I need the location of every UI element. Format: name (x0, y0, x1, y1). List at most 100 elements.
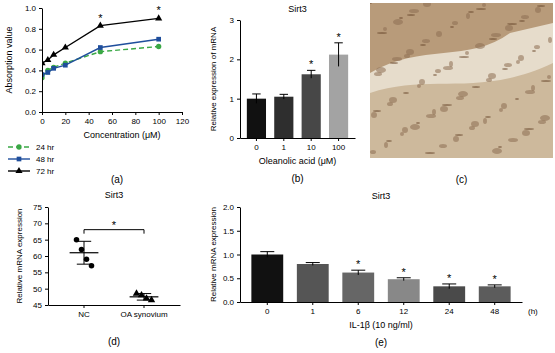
y-tick-label: 0.4 (25, 66, 37, 75)
tissue-cell (501, 103, 507, 109)
x-tick-label: 20 (61, 117, 70, 126)
y-tick-mark (39, 70, 42, 71)
plot-marks (251, 252, 510, 302)
tissue-cell (518, 55, 524, 61)
series-marker (51, 66, 56, 71)
y-axis: 0.00.20.40.60.81.0 (25, 4, 43, 117)
x-tick-label: 40 (85, 117, 94, 126)
y-tick-label: 75 (33, 203, 42, 212)
y-tick-label: 70 (33, 219, 42, 228)
chart-title: Sirt3 (105, 190, 124, 200)
error-bar (260, 252, 274, 258)
x-tick: 0 (265, 302, 270, 316)
tissue-cell (452, 21, 458, 25)
tissue-cell (489, 38, 497, 40)
series-line (42, 18, 159, 63)
tissue-cell (373, 110, 381, 112)
legend-marker (17, 157, 22, 162)
error-bar (307, 70, 315, 78)
x-tick-label: 0 (265, 307, 270, 316)
series-marker (51, 65, 56, 70)
x-axis-title: Oleanolic acid (μM) (259, 156, 337, 166)
x-tick-label: 0 (254, 143, 259, 152)
error-bar (252, 94, 260, 103)
tissue-cell (384, 142, 388, 148)
y-tick-label: 60 (33, 252, 42, 261)
x-tick-mark (159, 112, 160, 115)
tissue-cell (535, 7, 541, 13)
error-bar (334, 43, 342, 67)
plot-marks (42, 14, 162, 80)
y-tick-label: 2.0 (223, 203, 235, 212)
x-tick-mark (283, 138, 284, 141)
tissue-cell (532, 50, 536, 52)
significance-mark: * (336, 31, 341, 43)
tissue-cell (459, 56, 469, 58)
tissue-cell (476, 8, 486, 10)
y-tick-mark (237, 302, 240, 303)
y-tick-mark (237, 20, 240, 21)
error-bar (137, 294, 151, 301)
y-axis-line (240, 208, 241, 303)
x-tick-label: 60 (108, 117, 117, 126)
y-tick-mark (45, 223, 48, 224)
tissue-cell (534, 45, 540, 49)
tissue-cell (491, 33, 501, 37)
y-tick-mark (237, 99, 240, 100)
tissue-cell (377, 32, 387, 34)
tissue-cell (502, 68, 508, 70)
x-tick: 12 (399, 302, 408, 316)
x-tick: 10 (307, 138, 316, 152)
tissue-cell (465, 51, 469, 55)
y-tick-label: 0 (230, 134, 235, 143)
y-tick: 0 (230, 134, 240, 143)
y-axis: 0123 (230, 16, 241, 143)
data-point (79, 247, 85, 253)
x-tick-mark (312, 302, 313, 305)
tissue-cell (498, 146, 502, 148)
y-tick: 0.6 (25, 46, 42, 55)
x-tick: 0 (40, 112, 45, 126)
y-tick-mark (237, 255, 240, 256)
x-axis-line (241, 302, 523, 303)
tissue-cell (439, 144, 447, 148)
x-tick-mark (182, 112, 183, 115)
bar (388, 279, 420, 302)
panel-image: (c) (368, 1, 553, 185)
x-tick-label: 1 (311, 307, 316, 316)
x-tick: 48 (490, 302, 499, 316)
tissue-cell (488, 73, 496, 79)
tissue-cell (516, 60, 520, 64)
x-axis-line (49, 305, 181, 306)
y-tick-mark (39, 112, 42, 113)
bar (247, 99, 266, 138)
panel-line: **0.00.20.40.60.81.0020406080100120Absor… (4, 4, 190, 185)
tissue-cell (450, 26, 454, 28)
y-tick-label: 1.0 (25, 4, 37, 13)
series-marker (63, 63, 68, 68)
x-tick-label: 24 (445, 307, 454, 316)
y-tick-mark (45, 256, 48, 257)
x-tick-mark (144, 305, 145, 308)
panel-bar: **01230110100Relative expression of mRNA… (209, 4, 356, 184)
y-tick-label: 55 (33, 268, 42, 277)
x-tick-label: 80 (131, 117, 140, 126)
tissue-cell (420, 44, 426, 46)
x-tick-mark (338, 138, 339, 141)
x-tick: 100 (152, 112, 166, 126)
y-tick-mark (39, 91, 42, 92)
tissue-cell (440, 106, 448, 112)
tissue-cell (425, 152, 435, 154)
y-tick-mark (45, 305, 48, 306)
y-tick: 0.2 (25, 87, 42, 96)
y-tick: 1 (230, 95, 240, 104)
x-tick: 0 (254, 138, 259, 152)
y-tick-label: 0.0 (223, 298, 235, 307)
data-point (84, 257, 90, 263)
y-tick-mark (237, 207, 240, 208)
y-tick: 0.4 (25, 66, 42, 75)
series-marker (45, 70, 50, 75)
y-tick-mark (45, 272, 48, 273)
y-axis-line (240, 21, 241, 139)
tissue-cell (468, 11, 474, 13)
